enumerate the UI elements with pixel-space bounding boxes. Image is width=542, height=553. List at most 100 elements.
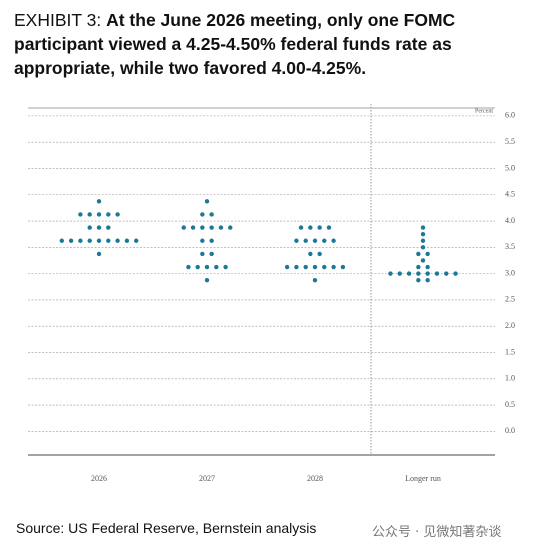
- dot: [228, 225, 233, 230]
- dot: [416, 277, 421, 283]
- x-tick-label: Longer run: [405, 474, 441, 483]
- dot: [204, 277, 210, 283]
- dot: [190, 225, 196, 230]
- y-tick-label: 6.0: [505, 111, 515, 120]
- dot: [106, 225, 111, 230]
- y-tick-label: 3.0: [505, 268, 515, 277]
- dot: [340, 264, 346, 270]
- dot: [96, 251, 102, 257]
- dot: [214, 264, 219, 270]
- dot: [294, 238, 299, 243]
- y-tick-label: 5.0: [505, 163, 515, 172]
- dot: [209, 212, 214, 217]
- dot: [303, 238, 308, 243]
- dot: [420, 238, 426, 243]
- dot: [96, 225, 102, 230]
- dot: [106, 238, 111, 243]
- x-tick-label: 2027: [199, 474, 215, 483]
- dot: [388, 271, 393, 276]
- dot: [312, 277, 318, 283]
- dot: [200, 238, 205, 243]
- dot: [223, 264, 228, 270]
- dot: [425, 271, 430, 276]
- dot: [115, 238, 120, 243]
- dot: [200, 225, 205, 230]
- dot: [124, 238, 130, 243]
- dot: [87, 225, 92, 230]
- y-tick-label: 4.0: [505, 216, 515, 225]
- dot: [134, 238, 139, 243]
- x-tick-label: 2026: [91, 474, 107, 483]
- dot: [397, 271, 402, 276]
- dot: [331, 238, 336, 243]
- dot: [204, 264, 210, 270]
- dot: [308, 225, 313, 230]
- dot: [416, 251, 421, 257]
- dot: [312, 264, 318, 270]
- dot: [317, 251, 322, 257]
- dot: [406, 271, 412, 276]
- y-tick-label: 0.0: [505, 426, 515, 435]
- chart-title: At the June 2026 meeting, only one FOMC …: [14, 10, 456, 78]
- dot: [322, 238, 327, 243]
- dot: [308, 251, 313, 257]
- dot: [209, 225, 214, 230]
- y-tick-label: 1.5: [505, 347, 515, 356]
- dot: [200, 251, 205, 257]
- dot: [434, 271, 440, 276]
- dot: [312, 238, 318, 243]
- y-tick-label: 4.5: [505, 190, 515, 199]
- y-tick-label: 2.5: [505, 295, 515, 304]
- dot: [298, 225, 304, 230]
- y-tick-label: 3.5: [505, 242, 515, 251]
- dot: [68, 238, 74, 243]
- exhibit-label: EXHIBIT 3:: [14, 10, 102, 30]
- dot: [186, 264, 191, 270]
- dot: [87, 212, 92, 217]
- y-axis-label: Percent: [475, 108, 493, 114]
- dot: [195, 264, 200, 270]
- dot: [326, 225, 332, 230]
- dot: [87, 238, 92, 243]
- dot: [59, 238, 64, 243]
- y-tick-label: 1.0: [505, 374, 515, 383]
- dot: [420, 225, 426, 230]
- dot: [96, 238, 102, 243]
- dot: [106, 212, 111, 217]
- dot: [416, 264, 421, 270]
- dot: [416, 271, 421, 276]
- dot: [209, 238, 214, 243]
- dot: [294, 264, 299, 270]
- y-tick-label: 2.0: [505, 321, 515, 330]
- dot: [425, 251, 430, 257]
- watermark: 公众号 · 见微知著杂谈: [372, 525, 502, 540]
- y-tick-label: 0.5: [505, 400, 515, 409]
- dot: [425, 277, 430, 283]
- dot: [96, 212, 102, 217]
- x-tick-label: 2028: [307, 474, 323, 483]
- dot: [317, 225, 322, 230]
- dot: [209, 251, 214, 257]
- dot: [181, 225, 186, 230]
- title: EXHIBIT 3: At the June 2026 meeting, onl…: [14, 8, 534, 80]
- dot: [96, 199, 102, 204]
- dot: [453, 271, 458, 276]
- source: Source: US Federal Reserve, Bernstein an…: [16, 520, 317, 536]
- dot: [420, 231, 426, 237]
- dot: [425, 264, 430, 270]
- dot: [78, 238, 83, 243]
- dot: [78, 212, 83, 217]
- y-tick-label: 5.5: [505, 137, 515, 146]
- dot: [204, 199, 210, 204]
- dot: [420, 258, 426, 263]
- dot: [444, 271, 449, 276]
- dot: [331, 264, 336, 270]
- dot: [420, 245, 426, 250]
- dot: [284, 264, 290, 270]
- dot: [303, 264, 308, 270]
- dot: [115, 212, 120, 217]
- dot: [322, 264, 327, 270]
- dot: [218, 225, 224, 230]
